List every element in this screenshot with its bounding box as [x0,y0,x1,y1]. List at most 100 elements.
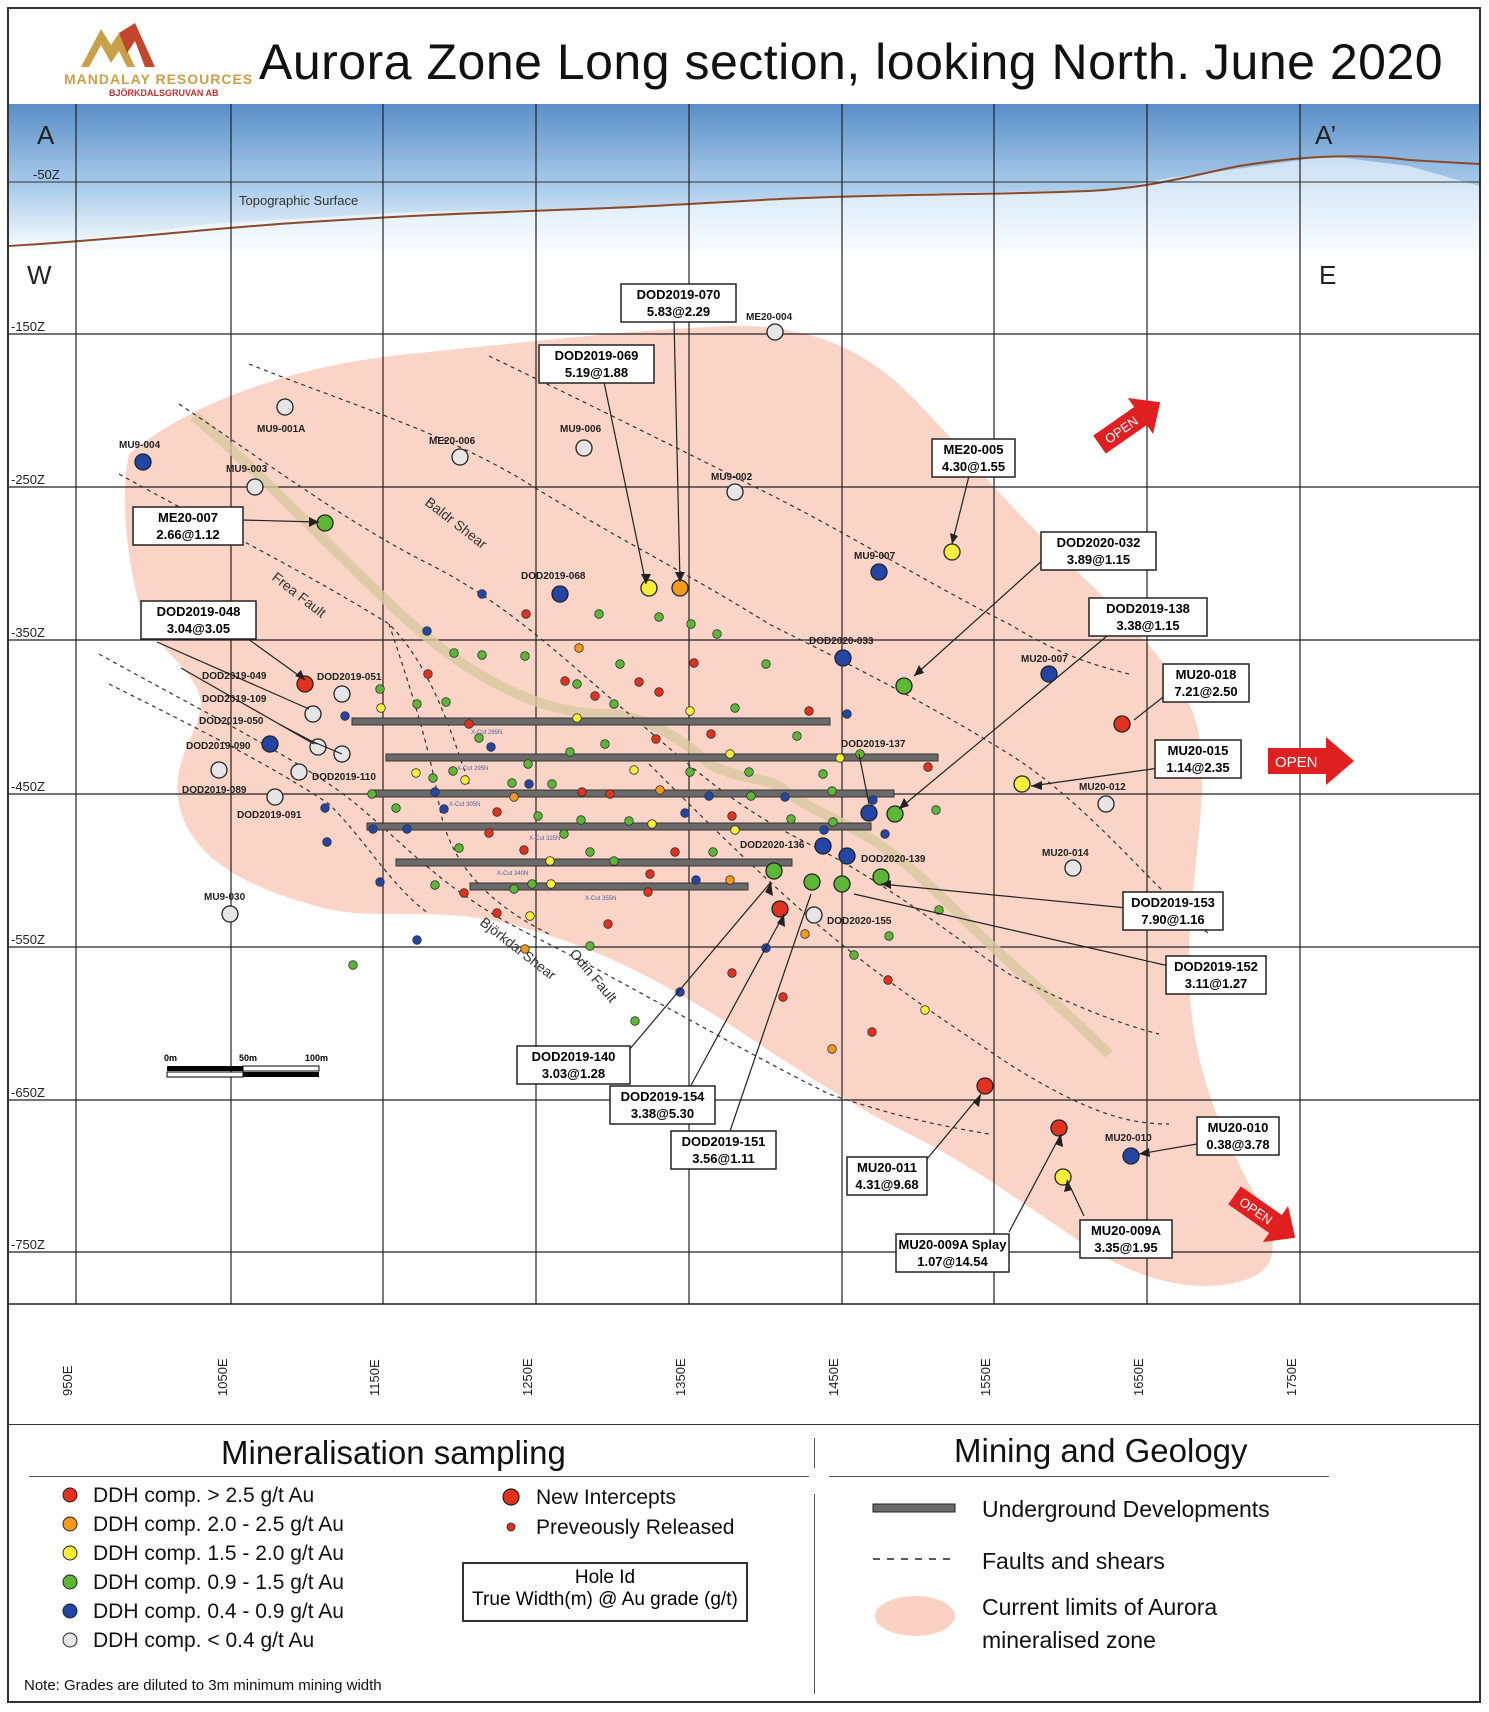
callout-box: ME20-005 4.30@1.55 [931,438,1016,478]
west-label: W [27,260,52,290]
logo-name: MANDALAY RESOURCES [64,71,254,87]
hole-label: MU9-006 [560,424,602,435]
drill-hole-point [886,805,904,823]
sample-point [439,804,449,814]
sample-point [509,884,519,894]
sample-point [520,651,530,661]
drill-hole-point [943,543,961,561]
drive [366,822,872,831]
long-section-map: Topographic Surface -50Z -150Z -250Z -35… [8,104,1480,1429]
sample-point [712,629,722,639]
sample-point [730,703,740,713]
hole-label: DOD2019-050 [199,716,264,727]
callout-id: ME20-005 [944,442,1004,457]
elev-label: -650Z [11,1085,45,1100]
callout-value: 3.89@1.15 [1067,552,1130,567]
drill-hole-point [261,735,279,753]
sample-point [725,875,735,885]
sample-point [428,773,438,783]
grade-swatch-icon [62,1516,78,1532]
sample-point [585,941,595,951]
callout-value: 2.66@1.12 [156,527,219,542]
sample-point [792,731,802,741]
sample-point [546,879,556,889]
grade-swatch-icon [62,1632,78,1648]
sample-point [727,811,737,821]
drill-hole-point [1040,665,1058,683]
hole-label: DOD2019-090 [186,741,251,752]
east-label: 1550E [978,1358,993,1396]
previous-symbol [506,1522,516,1532]
drive-label: X-Cut 340N [497,871,528,877]
new-intercept-points [134,323,1140,1186]
sample-point [778,992,788,1002]
sample-point [647,819,657,829]
callout-box: MU20-009A Splay 1.07@14.54 [895,1233,1010,1273]
drill-hole-point [246,478,264,496]
callout-value: 7.21@2.50 [1174,684,1237,699]
callout-value: 1.14@2.35 [1166,760,1229,775]
callout-value: 1.07@14.54 [917,1254,988,1269]
drill-hole-point [726,483,744,501]
callout-value: 5.19@1.88 [565,365,628,380]
drill-hole-point [1097,795,1115,813]
new-intercepts-label: New Intercepts [536,1486,677,1509]
sample-point [430,880,440,890]
sample-point [492,908,502,918]
sample-point [609,699,619,709]
grade-label: DDH comp. 0.9 - 1.5 g/t Au [93,1571,344,1594]
callout-value: 4.30@1.55 [942,459,1005,474]
sample-point [375,684,385,694]
sample-point [460,775,470,785]
callout-id: DOD2019-154 [621,1089,706,1104]
sample-point [819,825,829,835]
sample-point [459,888,469,898]
callout-id: DOD2020-032 [1057,535,1141,550]
sample-point [634,677,644,687]
sample-point [624,816,634,826]
callout-box: MU20-015 1.14@2.35 [1154,739,1242,779]
sample-point [923,762,933,772]
sample-point [761,659,771,669]
sample-point [868,795,878,805]
elev-label: -150Z [11,319,45,334]
hole-label: MU9-002 [711,472,753,483]
sample-point [523,759,533,769]
sample-point [492,807,502,817]
sample-point [842,709,852,719]
hole-label: DOD2020-139 [861,854,926,865]
drill-hole-point [333,685,351,703]
sample-point [630,1016,640,1026]
sample-point [402,824,412,834]
header: MANDALAY RESOURCES BJÖRKDALSGRUVAN AB Au… [9,9,1479,104]
sample-point [730,825,740,835]
drill-hole-point [134,453,152,471]
mining-symbols [872,1503,956,1636]
callout-box: DOD2019-070 5.83@2.29 [620,283,737,323]
odin-shear-band [190,412,1113,1058]
hole-label: MU9-007 [854,551,896,562]
sample-point [585,847,595,857]
callout-id: DOD2019-140 [532,1049,616,1064]
callout-box: MU20-018 7.21@2.50 [1162,663,1250,703]
callout-value: 3.11@1.27 [1185,976,1248,991]
sample-point [867,1027,877,1037]
drill-hole-point [771,900,789,918]
sample-point [605,789,615,799]
sample-point [577,787,587,797]
sample-point [934,905,944,915]
east-label: 1050E [215,1358,230,1396]
scale-label: 0m [164,1053,177,1063]
grade-swatch-icon [62,1545,78,1561]
drill-hole-point [976,1077,994,1095]
sample-point [800,929,810,939]
sample-point [849,950,859,960]
callout-value: 0.38@3.78 [1206,1137,1269,1152]
hole-label: DOD2019-109 [202,694,267,705]
sample-point [423,669,433,679]
elev-label: -450Z [11,779,45,794]
callout-id: MU20-010 [1208,1120,1269,1135]
east-label-corner: E [1319,260,1336,290]
sample-point [574,643,584,653]
sample-point [520,944,530,954]
